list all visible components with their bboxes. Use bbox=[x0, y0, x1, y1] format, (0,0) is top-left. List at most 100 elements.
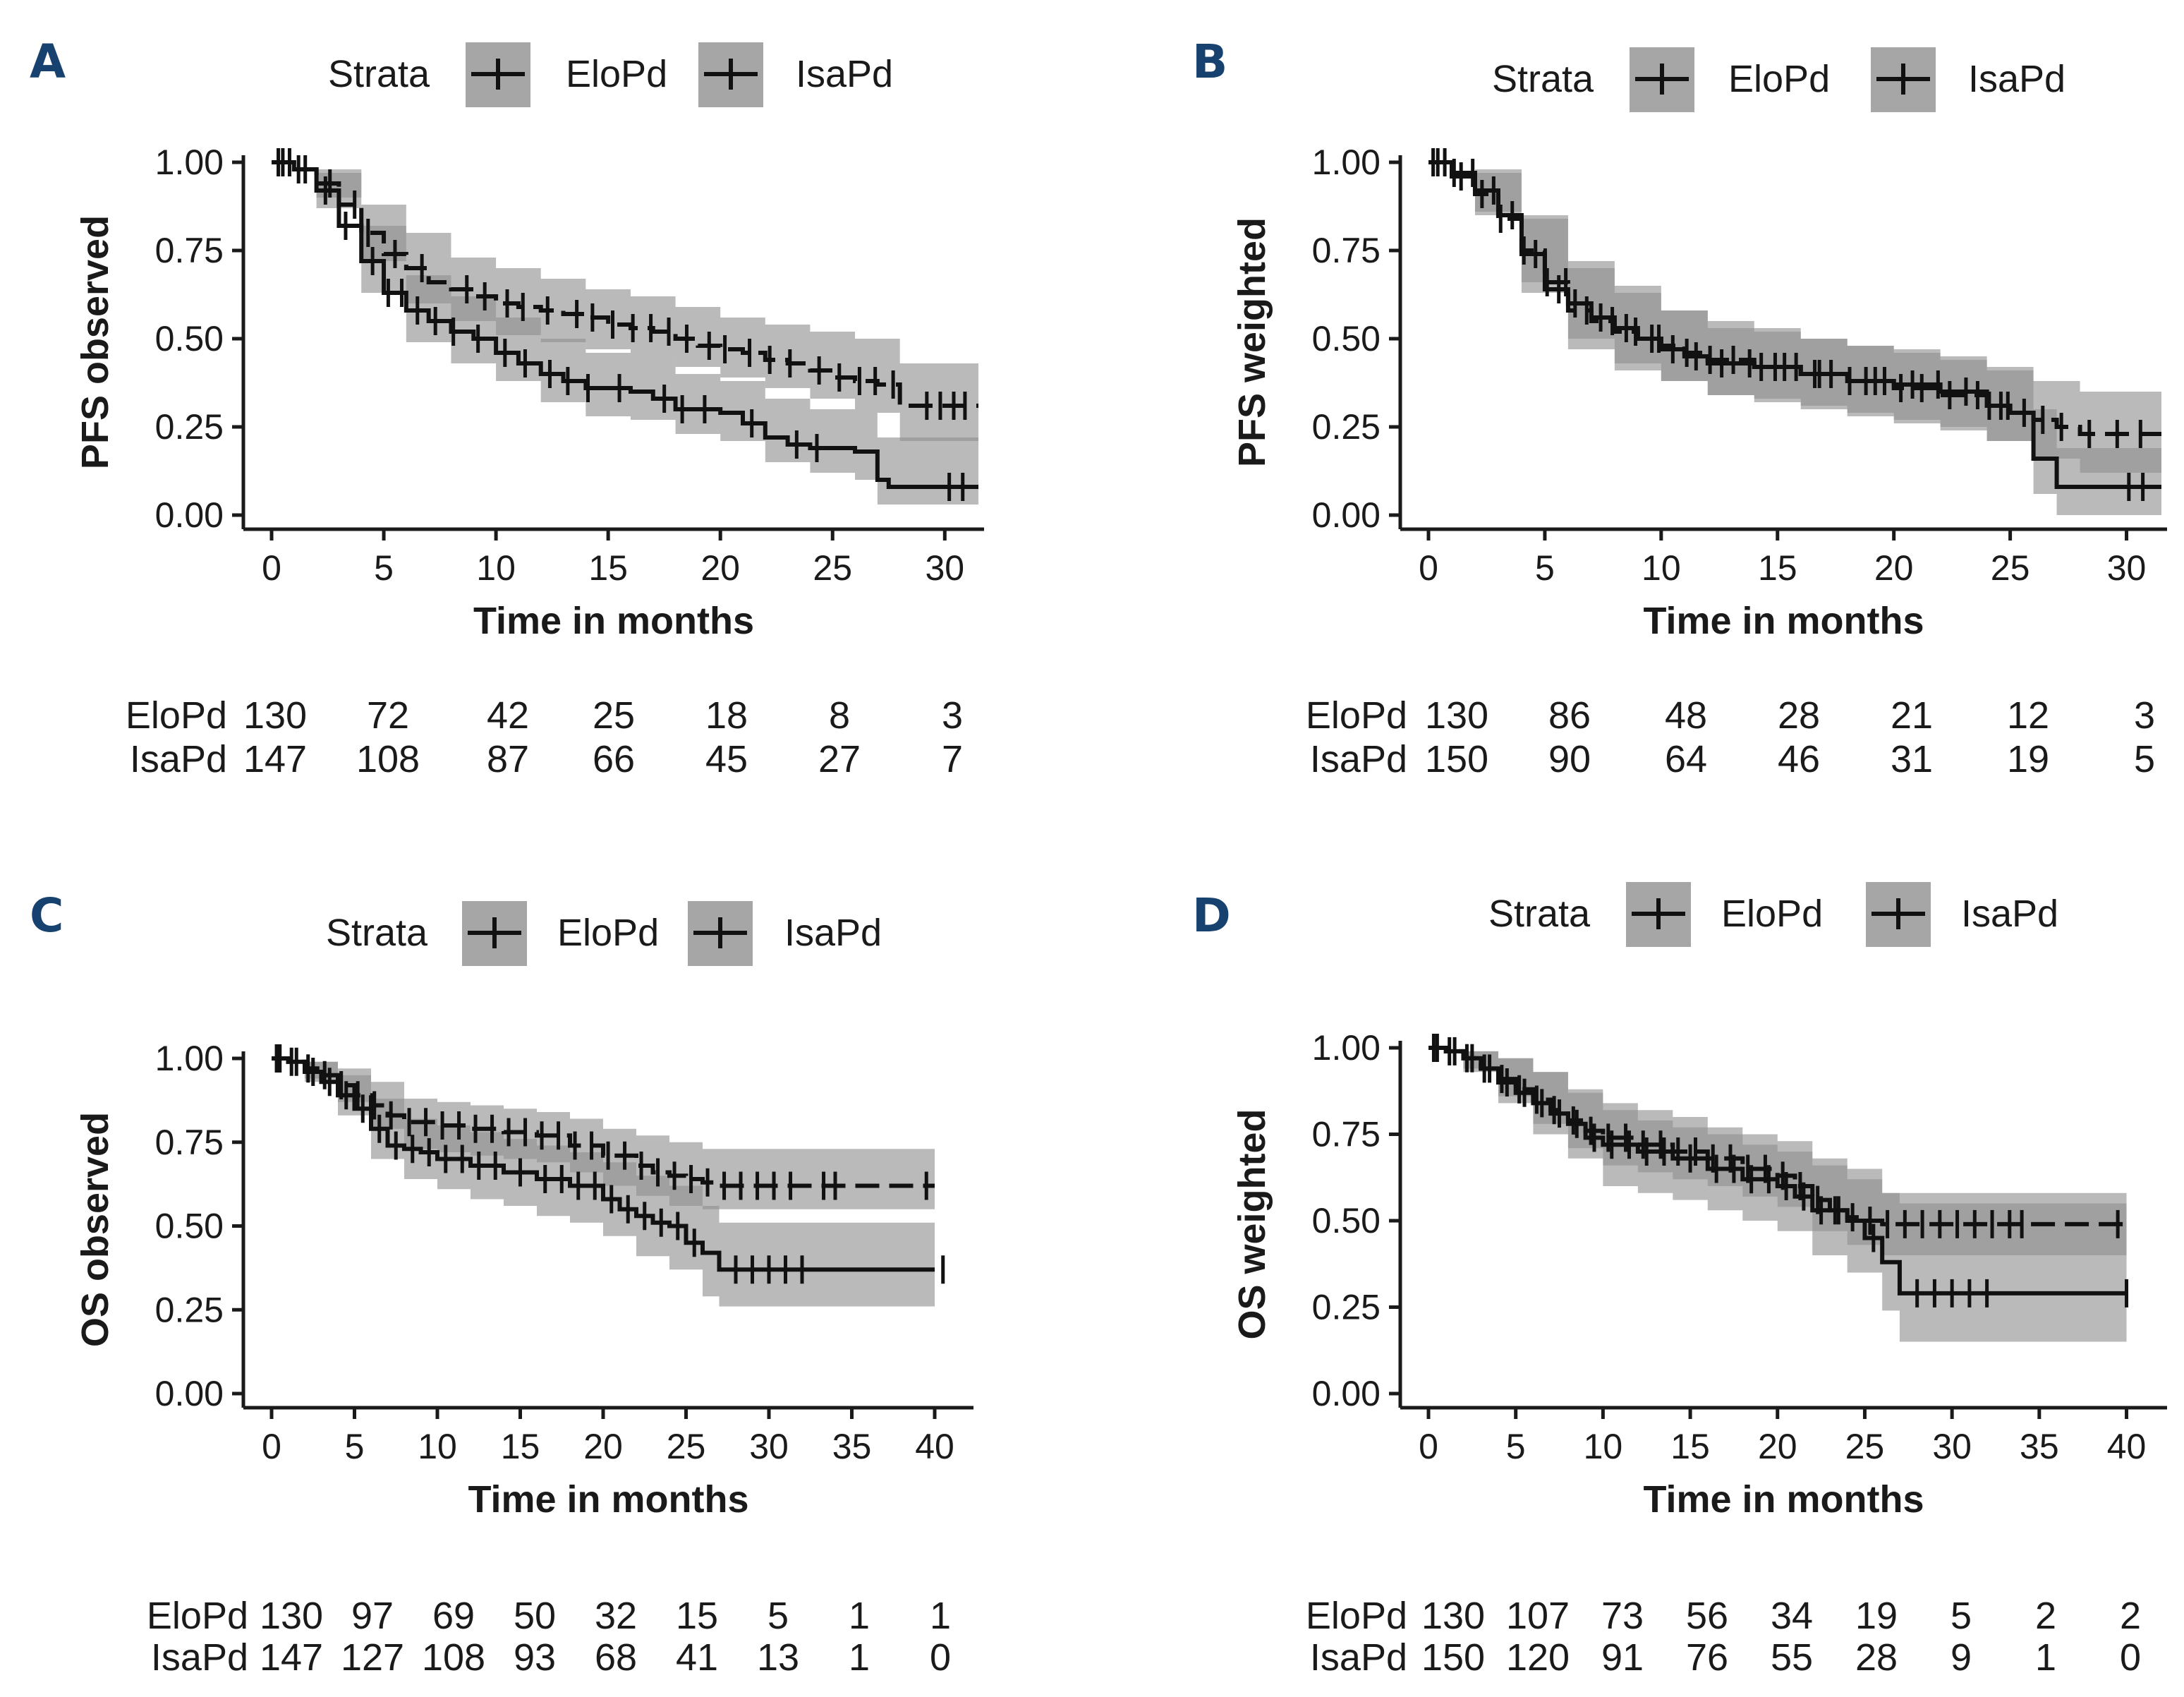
risk-count-isapd: 31 bbox=[1891, 738, 1933, 780]
risk-row-label-elopd: EloPd bbox=[1306, 1595, 1407, 1637]
risk-count-elopd: 86 bbox=[1548, 694, 1591, 737]
legend-title: Strata bbox=[326, 912, 428, 954]
x-tick-label: 30 bbox=[2107, 548, 2147, 588]
risk-count-elopd: 8 bbox=[829, 694, 850, 737]
risk-count-elopd: 69 bbox=[432, 1595, 475, 1637]
risk-count-isapd: 19 bbox=[2007, 738, 2049, 780]
x-axis-title: Time in months bbox=[468, 1478, 748, 1521]
risk-count-isapd: 127 bbox=[341, 1636, 404, 1679]
x-tick-label: 20 bbox=[583, 1427, 623, 1466]
survival-line-isapd bbox=[1428, 160, 2161, 436]
risk-count-isapd: 7 bbox=[942, 738, 963, 780]
risk-count-isapd: 108 bbox=[356, 738, 420, 780]
risk-count-isapd: 108 bbox=[422, 1636, 485, 1679]
risk-count-elopd: 25 bbox=[593, 694, 635, 737]
risk-count-elopd: 2 bbox=[2120, 1595, 2141, 1637]
y-tick-label: 1.00 bbox=[1312, 143, 1381, 182]
risk-count-elopd: 130 bbox=[1421, 1595, 1485, 1637]
risk-count-elopd: 2 bbox=[2035, 1595, 2056, 1637]
x-tick-label: 5 bbox=[345, 1427, 365, 1466]
legend-title: Strata bbox=[328, 53, 430, 95]
risk-row-label-isapd: IsaPd bbox=[130, 738, 227, 780]
y-tick-label: 0.25 bbox=[155, 407, 224, 447]
x-axis-title: Time in months bbox=[473, 600, 754, 642]
risk-count-elopd: 32 bbox=[595, 1595, 637, 1637]
risk-count-elopd: 50 bbox=[514, 1595, 556, 1637]
panel-label: D bbox=[1192, 888, 1231, 943]
y-tick-label: 0.75 bbox=[155, 1123, 224, 1162]
risk-count-elopd: 130 bbox=[1425, 694, 1488, 737]
risk-count-isapd: 45 bbox=[705, 738, 748, 780]
ci-band-isapd bbox=[1428, 1048, 2127, 1255]
x-tick-label: 15 bbox=[501, 1427, 540, 1466]
y-tick-label: 0.00 bbox=[1312, 1374, 1381, 1413]
legend-label-elopd: EloPd bbox=[566, 53, 667, 95]
risk-count-isapd: 41 bbox=[676, 1636, 718, 1679]
risk-count-elopd: 73 bbox=[1601, 1595, 1644, 1637]
y-tick-label: 0.25 bbox=[1312, 407, 1381, 447]
risk-count-isapd: 93 bbox=[514, 1636, 556, 1679]
risk-row-label-elopd: EloPd bbox=[147, 1595, 248, 1637]
risk-count-elopd: 3 bbox=[942, 694, 963, 737]
risk-count-elopd: 5 bbox=[1951, 1595, 1972, 1637]
risk-count-elopd: 19 bbox=[1855, 1595, 1898, 1637]
panel-label: A bbox=[30, 35, 66, 89]
y-tick-label: 1.00 bbox=[1312, 1028, 1381, 1068]
risk-count-elopd: 56 bbox=[1686, 1595, 1728, 1637]
x-tick-label: 35 bbox=[2020, 1427, 2059, 1466]
x-tick-label: 15 bbox=[1670, 1427, 1710, 1466]
y-tick-label: 0.50 bbox=[155, 1207, 224, 1246]
x-tick-label: 10 bbox=[1642, 548, 1681, 588]
risk-count-elopd: 48 bbox=[1665, 694, 1707, 737]
legend-title: Strata bbox=[1492, 58, 1594, 100]
ci-band-isapd bbox=[1428, 162, 2161, 473]
x-tick-label: 10 bbox=[476, 548, 516, 588]
legend-label-isapd: IsaPd bbox=[1961, 893, 2058, 935]
risk-count-isapd: 0 bbox=[930, 1636, 951, 1679]
risk-count-isapd: 76 bbox=[1686, 1636, 1728, 1679]
risk-count-isapd: 91 bbox=[1601, 1636, 1644, 1679]
risk-count-elopd: 130 bbox=[260, 1595, 323, 1637]
x-tick-label: 20 bbox=[1874, 548, 1914, 588]
risk-count-isapd: 68 bbox=[595, 1636, 637, 1679]
risk-count-isapd: 1 bbox=[2035, 1636, 2056, 1679]
legend-label-elopd: EloPd bbox=[1721, 893, 1823, 935]
x-tick-label: 25 bbox=[1845, 1427, 1885, 1466]
risk-row-label-isapd: IsaPd bbox=[1310, 1636, 1407, 1679]
risk-count-elopd: 28 bbox=[1778, 694, 1820, 737]
y-tick-label: 0.00 bbox=[155, 1374, 224, 1413]
risk-count-elopd: 1 bbox=[930, 1595, 951, 1637]
x-tick-label: 15 bbox=[1758, 548, 1797, 588]
risk-count-isapd: 55 bbox=[1771, 1636, 1813, 1679]
survival-line-isapd bbox=[272, 1056, 935, 1188]
risk-count-isapd: 64 bbox=[1665, 738, 1707, 780]
risk-count-elopd: 107 bbox=[1506, 1595, 1570, 1637]
legend-label-elopd: EloPd bbox=[1728, 58, 1830, 100]
risk-count-isapd: 66 bbox=[593, 738, 635, 780]
x-tick-label: 25 bbox=[667, 1427, 706, 1466]
risk-count-elopd: 97 bbox=[351, 1595, 394, 1637]
x-tick-label: 30 bbox=[925, 548, 964, 588]
x-tick-label: 30 bbox=[749, 1427, 789, 1466]
legend-label-isapd: IsaPd bbox=[796, 53, 893, 95]
risk-count-isapd: 147 bbox=[260, 1636, 323, 1679]
survival-line-isapd bbox=[272, 160, 978, 408]
risk-row-label-elopd: EloPd bbox=[1306, 694, 1407, 737]
y-tick-label: 0.50 bbox=[1312, 1201, 1381, 1240]
x-tick-label: 0 bbox=[262, 1427, 281, 1466]
risk-count-isapd: 13 bbox=[757, 1636, 799, 1679]
x-tick-label: 40 bbox=[915, 1427, 954, 1466]
risk-count-elopd: 3 bbox=[2134, 694, 2155, 737]
risk-count-elopd: 34 bbox=[1771, 1595, 1813, 1637]
risk-count-isapd: 120 bbox=[1506, 1636, 1570, 1679]
risk-count-elopd: 15 bbox=[676, 1595, 718, 1637]
y-tick-label: 0.50 bbox=[1312, 319, 1381, 358]
x-tick-label: 5 bbox=[374, 548, 394, 588]
y-tick-label: 0.50 bbox=[155, 319, 224, 358]
risk-row-label-isapd: IsaPd bbox=[151, 1636, 248, 1679]
y-tick-label: 0.25 bbox=[1312, 1288, 1381, 1327]
x-tick-label: 0 bbox=[1419, 548, 1438, 588]
survival-line-elopd bbox=[272, 1056, 935, 1272]
